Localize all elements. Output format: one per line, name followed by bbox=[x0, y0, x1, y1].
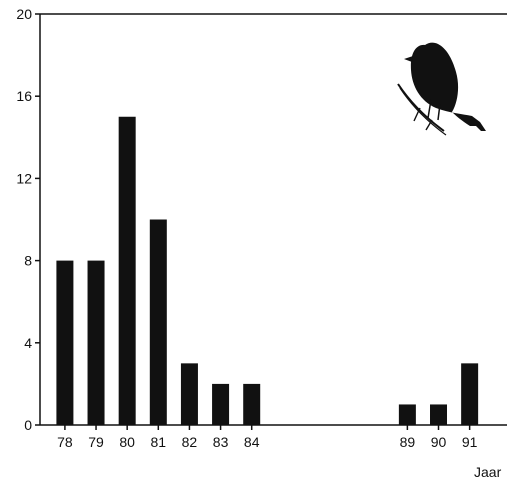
bar bbox=[149, 219, 167, 425]
x-tick-label: 79 bbox=[88, 434, 104, 450]
x-tick-label: 78 bbox=[57, 434, 73, 450]
bar bbox=[398, 404, 416, 425]
y-tick-label: 16 bbox=[16, 88, 32, 104]
x-tick-label: 81 bbox=[151, 434, 167, 450]
bar bbox=[118, 116, 136, 425]
bar bbox=[430, 404, 448, 425]
bar bbox=[56, 260, 74, 425]
x-tick-label: 89 bbox=[400, 434, 416, 450]
y-tick-label: 12 bbox=[16, 170, 32, 186]
y-tick-label: 20 bbox=[16, 6, 32, 22]
bar bbox=[461, 363, 479, 425]
x-tick-label: 91 bbox=[462, 434, 478, 450]
y-tick-label: 0 bbox=[24, 417, 32, 433]
y-axis: 0 4 8 12 16 20 bbox=[16, 6, 507, 433]
x-axis-label: Jaar bbox=[474, 464, 502, 480]
x-axis: 78 79 80 81 82 83 84 89 90 91 bbox=[40, 424, 507, 450]
x-tick-label: 83 bbox=[213, 434, 229, 450]
bar bbox=[87, 260, 105, 425]
x-tick-label: 90 bbox=[431, 434, 447, 450]
x-tick-label: 80 bbox=[119, 434, 135, 450]
x-tick-label: 84 bbox=[244, 434, 260, 450]
bird-silhouette-icon bbox=[397, 42, 486, 136]
y-tick-label: 8 bbox=[24, 253, 32, 269]
bar bbox=[243, 383, 261, 425]
bars-group bbox=[56, 116, 479, 425]
bar bbox=[212, 383, 230, 425]
y-tick-label: 4 bbox=[24, 335, 32, 351]
bar bbox=[180, 363, 198, 425]
x-tick-label: 82 bbox=[182, 434, 198, 450]
